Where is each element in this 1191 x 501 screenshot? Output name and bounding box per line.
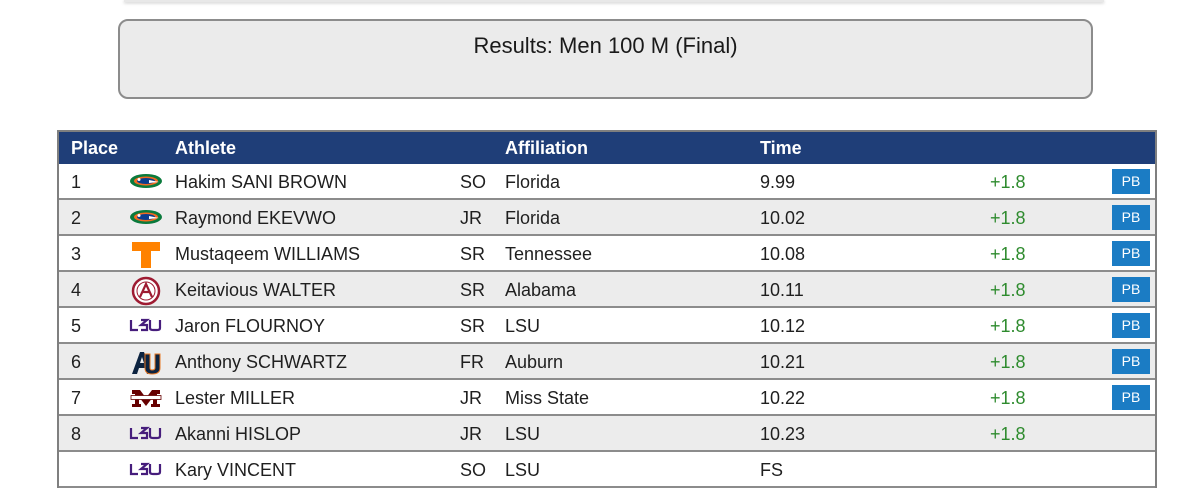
affiliation-cell[interactable]: LSU — [505, 424, 541, 444]
wind-cell: +1.8 — [990, 316, 1026, 336]
header-time: Time — [760, 138, 802, 158]
athlete-year: JR — [460, 388, 482, 408]
time-cell: 10.22 — [760, 388, 806, 408]
table-row: 5 Jaron FLOURNOY SR LSU 10.12 +1.8 PB — [59, 308, 1155, 344]
lsu-logo-icon — [129, 456, 163, 482]
florida-gator-logo-icon — [129, 204, 163, 230]
pb-badge: PB — [1112, 169, 1150, 194]
place-cell: 1 — [71, 172, 82, 192]
time-cell: 10.21 — [760, 352, 806, 372]
place-cell: 7 — [71, 388, 82, 408]
place-cell: 8 — [71, 424, 82, 444]
athlete-name[interactable]: Jaron FLOURNOY — [175, 316, 326, 336]
auburn-au-logo-icon — [129, 348, 163, 375]
table-row: 7 Lester MILLER JR Miss State 10.22 +1.8 PB — [59, 380, 1155, 416]
table-row: 4 Keitavious WALTER SR Alabama 10.11 +1.8 PB — [59, 272, 1155, 308]
athlete-name[interactable]: Akanni HISLOP — [175, 424, 302, 444]
pb-badge: PB — [1112, 277, 1150, 302]
affiliation-cell[interactable]: Alabama — [505, 280, 577, 300]
time-cell: 9.99 — [760, 172, 796, 192]
wind-cell: +1.8 — [990, 244, 1026, 264]
place-cell: 4 — [71, 280, 82, 300]
time-cell: 10.02 — [760, 208, 806, 228]
wind-cell: +1.8 — [990, 388, 1026, 408]
table-row: 2 Raymond EKEVWO JR Florida 10.02 +1.8 PB — [59, 200, 1155, 236]
affiliation-cell[interactable]: Miss State — [505, 388, 590, 408]
affiliation-cell[interactable]: LSU — [505, 316, 541, 336]
top-strip — [124, 0, 1104, 2]
header-place: Place — [71, 138, 119, 158]
athlete-year: SO — [460, 460, 487, 480]
tennessee-t-logo-icon — [129, 240, 163, 268]
wind-cell: +1.8 — [990, 172, 1026, 192]
athlete-name[interactable]: Hakim SANI BROWN — [175, 172, 348, 192]
place-cell: 5 — [71, 316, 82, 336]
header-athlete: Athlete — [175, 138, 237, 158]
athlete-name[interactable]: Kary VINCENT — [175, 460, 297, 480]
athlete-year: FR — [460, 352, 484, 372]
time-cell: 10.08 — [760, 244, 806, 264]
pb-badge: PB — [1112, 349, 1150, 374]
wind-cell: +1.8 — [990, 280, 1026, 300]
header-affiliation: Affiliation — [505, 138, 588, 158]
table-header: Place Athlete Affiliation Time — [59, 132, 1155, 164]
pb-badge: PB — [1112, 313, 1150, 338]
wind-cell: +1.8 — [990, 208, 1026, 228]
affiliation-cell[interactable]: Auburn — [505, 352, 564, 372]
affiliation-cell[interactable]: Florida — [505, 172, 561, 192]
athlete-year: SR — [460, 244, 486, 264]
affiliation-cell[interactable]: LSU — [505, 460, 541, 480]
pb-badge: PB — [1112, 241, 1150, 266]
wind-cell: +1.8 — [990, 424, 1026, 444]
pb-badge: PB — [1112, 385, 1150, 410]
athlete-year: SO — [460, 172, 487, 192]
table-row: 3 Mustaqeem WILLIAMS SR Tennessee 10.08 +1.8 P… — [59, 236, 1155, 272]
time-cell: 10.23 — [760, 424, 806, 444]
lsu-logo-icon — [129, 312, 163, 338]
table-row: 1 Hakim SANI BROWN SO Florida 9.99 +1.8 PB — [59, 164, 1155, 200]
athlete-name[interactable]: Keitavious WALTER — [175, 280, 337, 300]
page-title: Results: Men 100 M (Final) — [473, 33, 738, 58]
table-row: 6 Anthony SCHWARTZ FR Auburn 10.21 +1.8 PB — [59, 344, 1155, 380]
place-cell: 6 — [71, 352, 82, 372]
florida-gator-logo-icon — [129, 168, 163, 194]
wind-cell: +1.8 — [990, 352, 1026, 372]
title-box: Results: Men 100 M (Final) — [118, 19, 1093, 99]
affiliation-cell[interactable]: Florida — [505, 208, 561, 228]
time-cell: 10.11 — [760, 280, 804, 300]
time-cell: 10.12 — [760, 316, 806, 336]
athlete-name[interactable]: Lester MILLER — [175, 388, 296, 408]
miss-state-m-logo-icon — [129, 384, 163, 410]
pb-badge: PB — [1112, 205, 1150, 230]
place-cell: 2 — [71, 208, 82, 228]
athlete-name[interactable]: Raymond EKEVWO — [175, 208, 337, 228]
athlete-name[interactable]: Anthony SCHWARTZ — [175, 352, 348, 372]
athlete-year: JR — [460, 424, 482, 444]
results-table: Place Athlete Affiliation Time 1 Hakim SA… — [57, 130, 1157, 488]
alabama-a-logo-icon — [129, 276, 163, 306]
athlete-year: JR — [460, 208, 482, 228]
place-cell: 3 — [71, 244, 82, 264]
table-body: 1 Hakim SANI BROWN SO Florida 9.99 +1.8 PB 2 Ray… — [59, 164, 1155, 488]
athlete-year: SR — [460, 316, 486, 336]
athlete-year: SR — [460, 280, 486, 300]
athlete-name[interactable]: Mustaqeem WILLIAMS — [175, 244, 361, 264]
lsu-logo-icon — [129, 420, 163, 446]
table-row: 8 Akanni HISLOP JR LSU 10.23 +1.8 — [59, 416, 1155, 452]
table-row: Kary VINCENT SO LSU FS — [59, 452, 1155, 488]
affiliation-cell[interactable]: Tennessee — [505, 244, 593, 264]
time-cell: FS — [760, 460, 784, 480]
